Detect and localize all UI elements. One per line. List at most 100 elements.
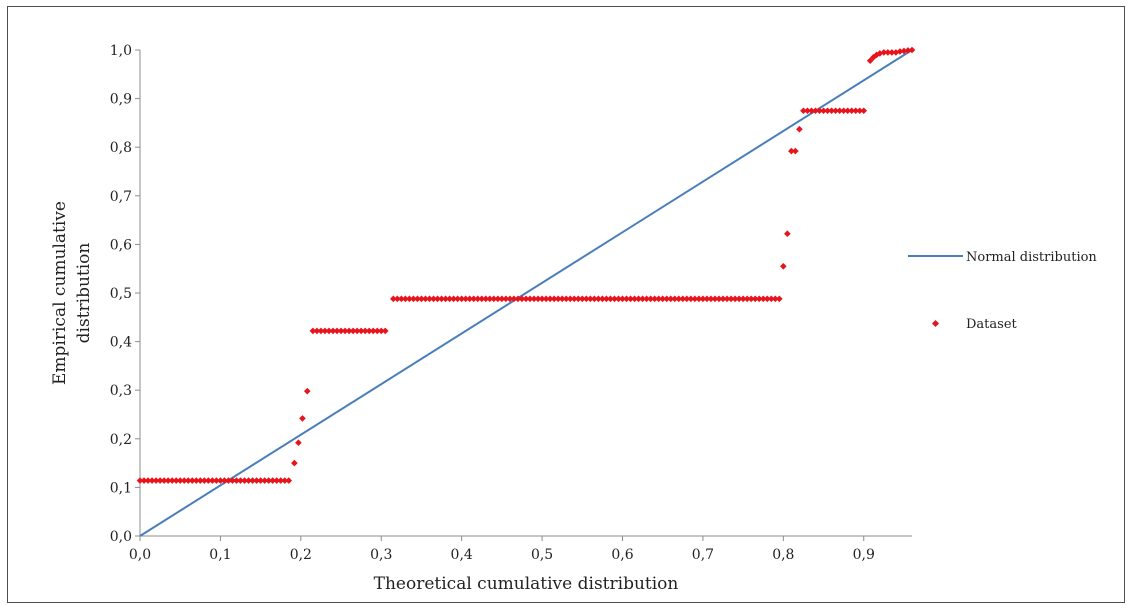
dataset-point (731, 295, 739, 303)
dataset-point (309, 327, 317, 335)
dataset-point (659, 295, 667, 303)
dataset-point (494, 295, 502, 303)
cumulative-distribution-chart: 0,0 0,1 0,2 0,3 0,4 0,5 0,6 0,7 0,8 0,9 1,0 0,0 0,1… (50, 43, 1097, 594)
dataset-point (824, 107, 831, 115)
x-tick-label: 0,7 (692, 547, 714, 563)
dataset-point (599, 295, 606, 303)
y-tick-label: 0,1 (110, 480, 132, 496)
dataset-point (788, 147, 795, 155)
dataset-point (828, 107, 835, 115)
dataset-point (699, 295, 707, 303)
dataset-point (558, 295, 566, 303)
dataset-point (333, 327, 341, 335)
dataset-point (144, 477, 152, 484)
dataset-point (337, 327, 345, 335)
dataset-point (478, 295, 486, 303)
dataset-point (566, 295, 574, 303)
dataset-point (880, 49, 888, 56)
dataset-point (832, 107, 839, 115)
dataset-point (180, 477, 188, 484)
dataset-point (619, 295, 626, 303)
dataset-point (140, 477, 148, 484)
dataset-point (852, 107, 860, 115)
dataset-point (426, 295, 433, 303)
y-axis-ticks: 0,0 0,1 0,2 0,3 0,4 0,5 0,6 0,7 0,8 0,9 1,0 (110, 43, 140, 545)
dataset-point (221, 477, 228, 484)
dataset-point (438, 295, 445, 303)
dataset-point (168, 477, 176, 484)
dataset-point (241, 477, 248, 484)
x-tick-label: 0,6 (611, 547, 633, 563)
x-axis-ticks: 0,0 0,1 0,2 0,3 0,4 0,5 0,6 0,7 0,8 0,9 (129, 536, 875, 563)
dataset-point (506, 295, 514, 303)
dataset-point (896, 48, 904, 55)
dataset-point (329, 327, 337, 335)
dataset-point (273, 477, 281, 484)
dataset-point (703, 295, 711, 303)
dataset-point (394, 295, 401, 303)
dataset-point (848, 107, 855, 115)
dataset-point (148, 477, 156, 484)
dataset-point (655, 295, 662, 303)
dataset-point (623, 295, 630, 303)
dataset-point (591, 295, 598, 303)
x-tick-label: 0,9 (853, 547, 875, 563)
x-tick-label: 0,3 (370, 547, 392, 563)
dataset-point (751, 295, 759, 303)
dataset-point (184, 477, 192, 484)
dataset-point (743, 295, 751, 303)
y-tick-label: 0,7 (110, 189, 132, 205)
dataset-point (261, 477, 268, 484)
dataset-point (747, 295, 755, 303)
dataset-point (836, 107, 843, 115)
dataset-point (667, 295, 675, 303)
dataset-point (570, 295, 578, 303)
dataset-point (812, 107, 819, 115)
dataset-point (651, 295, 658, 303)
dataset-point (381, 327, 389, 335)
dataset-point (808, 107, 815, 115)
dataset-point (546, 295, 554, 303)
x-tick-label: 0,1 (209, 547, 231, 563)
dataset-point (695, 295, 703, 303)
dataset-point (277, 477, 285, 484)
y-tick-label: 0,0 (110, 529, 132, 545)
dataset-point (763, 295, 771, 303)
x-axis-title: Theoretical cumulative distribution (374, 574, 679, 594)
dataset-point (904, 47, 912, 54)
dataset-point (583, 295, 590, 303)
dataset-point (313, 327, 321, 335)
y-axis-title-line-2: distribution (74, 243, 94, 344)
dataset-point (176, 477, 184, 484)
dataset-point (844, 107, 851, 115)
dataset-point (542, 295, 550, 303)
dataset-point (188, 477, 196, 484)
dataset-point (683, 295, 691, 303)
x-tick-label: 0,5 (531, 547, 553, 563)
dataset-point (136, 477, 144, 484)
dataset-point (900, 47, 908, 55)
dataset-point (498, 295, 506, 303)
dataset-point (377, 327, 385, 335)
dataset-point (172, 477, 180, 484)
dataset-point (225, 477, 232, 484)
dataset-point (635, 295, 642, 303)
chart-frame: 0,0 0,1 0,2 0,3 0,4 0,5 0,6 0,7 0,8 0,9 1,0 0,0 0,1… (7, 6, 1125, 603)
dataset-point (209, 477, 216, 484)
dataset-point (595, 295, 602, 303)
dataset-point (291, 459, 298, 467)
dataset-point (229, 477, 236, 484)
dataset-point (711, 295, 719, 303)
y-tick-label: 0,4 (110, 335, 132, 351)
dataset-point (727, 295, 735, 303)
y-tick-label: 0,8 (110, 140, 132, 156)
dataset-point (759, 295, 767, 303)
dataset-point (398, 295, 405, 303)
dataset-point (530, 295, 538, 303)
dataset-point (213, 477, 220, 484)
dataset-point (414, 295, 421, 303)
dataset-point (856, 107, 864, 115)
dataset-point (767, 295, 775, 303)
dataset-point (357, 327, 365, 335)
dataset-point (345, 327, 353, 335)
